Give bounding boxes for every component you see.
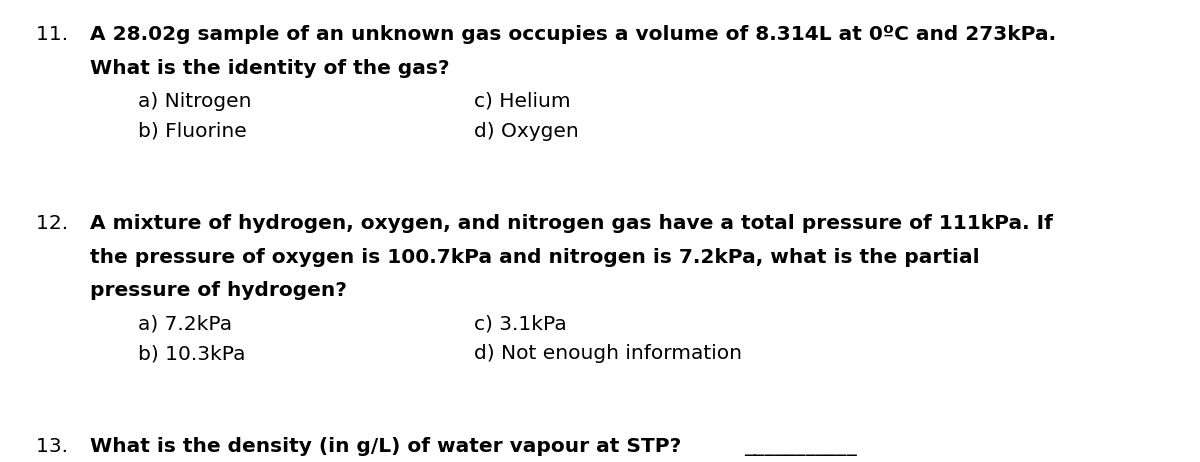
Text: d) Not enough information: d) Not enough information xyxy=(474,344,742,363)
Text: b) 10.3kPa: b) 10.3kPa xyxy=(138,344,246,363)
Text: 11.: 11. xyxy=(36,25,74,44)
Text: What is the identity of the gas?: What is the identity of the gas? xyxy=(90,59,450,78)
Text: a) 7.2kPa: a) 7.2kPa xyxy=(138,314,232,333)
Text: pressure of hydrogen?: pressure of hydrogen? xyxy=(90,281,347,300)
Text: ___________: ___________ xyxy=(744,437,857,456)
Text: A 28.02g sample of an unknown gas occupies a volume of 8.314L at 0ºC and 273kPa.: A 28.02g sample of an unknown gas occupi… xyxy=(90,25,1056,44)
Text: a) Nitrogen: a) Nitrogen xyxy=(138,92,252,111)
Text: A mixture of hydrogen, oxygen, and nitrogen gas have a total pressure of 111kPa.: A mixture of hydrogen, oxygen, and nitro… xyxy=(90,214,1052,233)
Text: d) Oxygen: d) Oxygen xyxy=(474,122,578,141)
Text: c) Helium: c) Helium xyxy=(474,92,571,111)
Text: What is the density (in g/L) of water vapour at STP?: What is the density (in g/L) of water va… xyxy=(90,437,682,456)
Text: 13.: 13. xyxy=(36,437,74,456)
Text: the pressure of oxygen is 100.7kPa and nitrogen is 7.2kPa, what is the partial: the pressure of oxygen is 100.7kPa and n… xyxy=(90,248,979,267)
Text: b) Fluorine: b) Fluorine xyxy=(138,122,247,141)
Text: c) 3.1kPa: c) 3.1kPa xyxy=(474,314,566,333)
Text: 12.: 12. xyxy=(36,214,74,233)
